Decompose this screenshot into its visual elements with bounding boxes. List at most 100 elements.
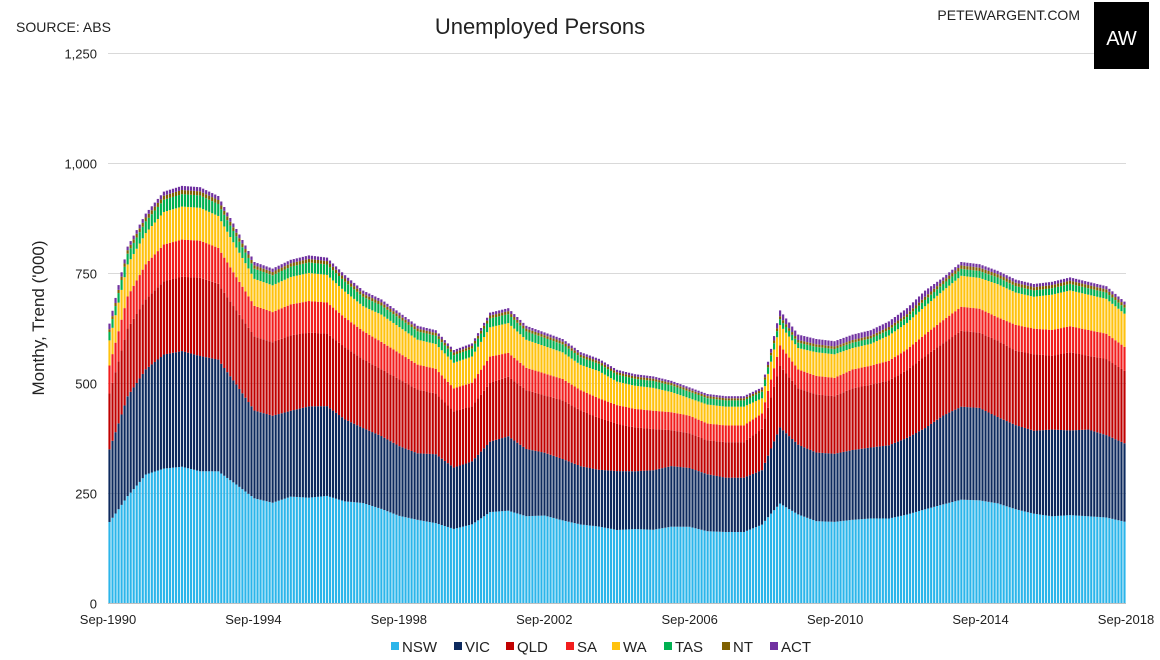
bar-segment-tas	[588, 360, 591, 368]
bar-segment-sa	[576, 388, 579, 409]
bar-segment-qld	[319, 333, 323, 407]
bar-segment-nt	[1066, 281, 1069, 285]
bar-segment-qld	[881, 381, 884, 447]
bar-segment-sa	[978, 308, 981, 333]
bar-segment-tas	[416, 331, 419, 340]
bar-segment-qld	[724, 442, 727, 478]
bar-segment-wa	[522, 337, 525, 366]
bar-segment-nt	[942, 280, 945, 284]
bar-segment-nsw	[341, 500, 344, 603]
bar-segment-act	[939, 279, 942, 284]
bar-segment-sa	[878, 363, 881, 383]
bar-segment-qld	[543, 395, 546, 453]
bar-segment-sa	[322, 302, 326, 334]
bar-segment-nt	[1078, 282, 1081, 287]
bar-segment-qld	[365, 360, 368, 430]
bar-segment-tas	[709, 398, 712, 405]
bar-segment-nsw	[573, 523, 576, 603]
bar-segment-nsw	[688, 526, 691, 603]
bar-segment-nt	[1008, 279, 1011, 284]
bar-segment-wa	[1090, 295, 1093, 331]
bar-segment-sa	[1032, 328, 1035, 355]
bar-segment-nt	[933, 288, 936, 293]
bar-segment-tas	[153, 210, 156, 223]
bar-segment-tas	[365, 298, 368, 308]
bar-segment-nsw	[313, 497, 317, 603]
bar-segment-sa	[1117, 342, 1120, 367]
bar-segment-qld	[386, 372, 389, 440]
bar-segment-tas	[126, 253, 129, 265]
bar-segment-tas	[437, 338, 440, 348]
bar-segment-vic	[782, 430, 785, 506]
bar-segment-wa	[259, 281, 262, 308]
bar-segment-qld	[673, 430, 676, 467]
bar-segment-nsw	[857, 519, 860, 603]
bar-segment-vic	[111, 440, 114, 518]
bar-segment-vic	[552, 455, 555, 518]
bar-segment-wa	[413, 337, 416, 363]
bar-segment-wa	[374, 311, 377, 339]
bar-segment-wa	[298, 274, 301, 303]
bar-segment-qld	[1108, 361, 1111, 437]
bar-segment-vic	[458, 465, 461, 528]
bar-segment-nt	[1105, 289, 1108, 293]
bar-segment-nsw	[401, 516, 404, 603]
bar-segment-qld	[975, 332, 978, 408]
legend-label-nt: NT	[733, 639, 753, 656]
bar-segment-nt	[331, 266, 335, 271]
bar-segment-sa	[631, 408, 634, 427]
bar-segment-sa	[232, 272, 235, 307]
bar-segment-vic	[615, 471, 619, 530]
bar-segment-qld	[395, 377, 398, 445]
bar-segment-tas	[392, 314, 395, 323]
bar-segment-wa	[328, 277, 332, 306]
bar-segment-act	[809, 337, 812, 343]
bar-segment-sa	[893, 357, 896, 378]
bar-segment-nsw	[812, 520, 815, 603]
bar-segment-nsw	[555, 518, 558, 603]
bar-segment-qld	[945, 341, 948, 415]
bar-segment-sa	[842, 373, 845, 393]
bar-segment-act	[564, 341, 567, 344]
bar-segment-qld	[942, 343, 945, 416]
bar-segment-nt	[682, 387, 685, 390]
bar-segment-wa	[576, 362, 579, 389]
bar-segment-act	[446, 343, 449, 347]
bar-segment-qld	[283, 337, 286, 413]
bar-segment-tas	[202, 196, 205, 210]
bar-segment-act	[715, 395, 718, 398]
bar-segment-qld	[905, 370, 909, 438]
bar-segment-act	[830, 340, 833, 347]
bar-segment-vic	[809, 449, 812, 519]
bar-segment-vic	[301, 407, 304, 498]
bar-segment-act	[1108, 288, 1111, 292]
bar-segment-nt	[936, 286, 939, 290]
bar-segment-wa	[969, 276, 972, 308]
bar-segment-qld	[591, 415, 594, 469]
bar-segment-qld	[165, 280, 168, 354]
bar-segment-nsw	[214, 471, 217, 603]
bar-segment-nt	[353, 286, 356, 290]
bar-segment-vic	[733, 477, 736, 532]
bar-segment-vic	[253, 410, 256, 499]
bar-segment-wa	[845, 350, 848, 373]
bar-segment-act	[860, 332, 863, 338]
bar-segment-nt	[624, 374, 628, 377]
bar-segment-nt	[183, 190, 187, 195]
bar-segment-nt	[999, 275, 1002, 279]
bar-segment-qld	[1093, 356, 1096, 432]
bar-segment-nsw	[247, 493, 250, 603]
x-tick-label: Sep-1998	[371, 612, 427, 627]
bar-segment-sa	[371, 336, 374, 365]
bar-segment-vic	[676, 466, 679, 527]
bar-segment-wa	[177, 207, 181, 241]
bar-segment-wa	[558, 351, 561, 379]
bar-segment-act	[881, 324, 884, 330]
bar-segment-nt	[325, 261, 329, 265]
bar-segment-sa	[350, 322, 353, 352]
bar-segment-tas	[1123, 307, 1126, 314]
bar-segment-qld	[1011, 349, 1014, 424]
bar-segment-sa	[815, 375, 818, 395]
bar-segment-wa	[528, 340, 531, 369]
bar-segment-act	[1084, 281, 1087, 285]
